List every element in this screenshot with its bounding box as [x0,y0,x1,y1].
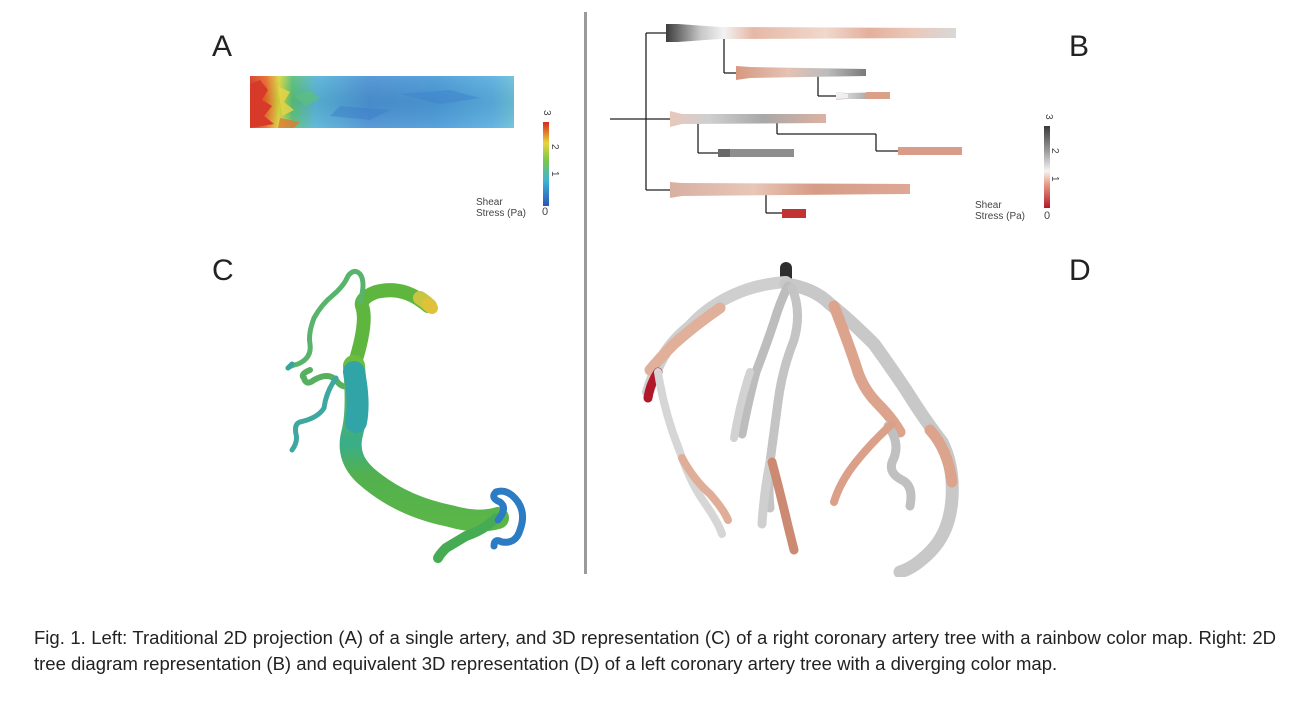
colorbar-left-tick-3: 3 [541,110,552,116]
colorbar-right-title: Shear Stress (Pa) [975,200,1025,222]
colorbar-left-title-line1: Shear [476,197,503,208]
artery-3d-d [642,262,959,577]
projection-heatmap-a [250,76,514,128]
panel-label-b: B [1069,30,1090,63]
artery-3d-c [285,268,527,563]
panel-label-a: A [212,30,233,63]
panel-label-c: C [212,254,234,287]
colorbar-right-tick-2: 2 [1049,148,1060,154]
colorbar-right-title-line2: Stress (Pa) [975,211,1026,222]
colorbar-left-title: Shear Stress (Pa) [476,197,526,219]
colorbar-left [543,122,549,206]
colorbar-left-title-line2: Stress (Pa) [476,208,527,219]
panel-label-d: D [1069,254,1091,287]
colorbar-left-tick-2: 2 [549,144,560,150]
colorbar-right-tick-1: 1 [1049,176,1060,182]
colorbar-right-title-line1: Shear [975,200,1002,211]
colorbar-left-tick-1: 1 [549,171,560,177]
figure: A B C D [212,12,1091,577]
colorbar-right-tick-3: 3 [1043,114,1054,120]
colorbar-left-tick-0: 0 [542,206,549,218]
figure-caption: Fig. 1. Left: Traditional 2D projection … [34,627,1276,674]
panel-divider [584,12,587,574]
tree-diagram-b [610,24,962,218]
colorbar-right-tick-0: 0 [1044,210,1051,222]
colorbar-right [1044,126,1050,208]
